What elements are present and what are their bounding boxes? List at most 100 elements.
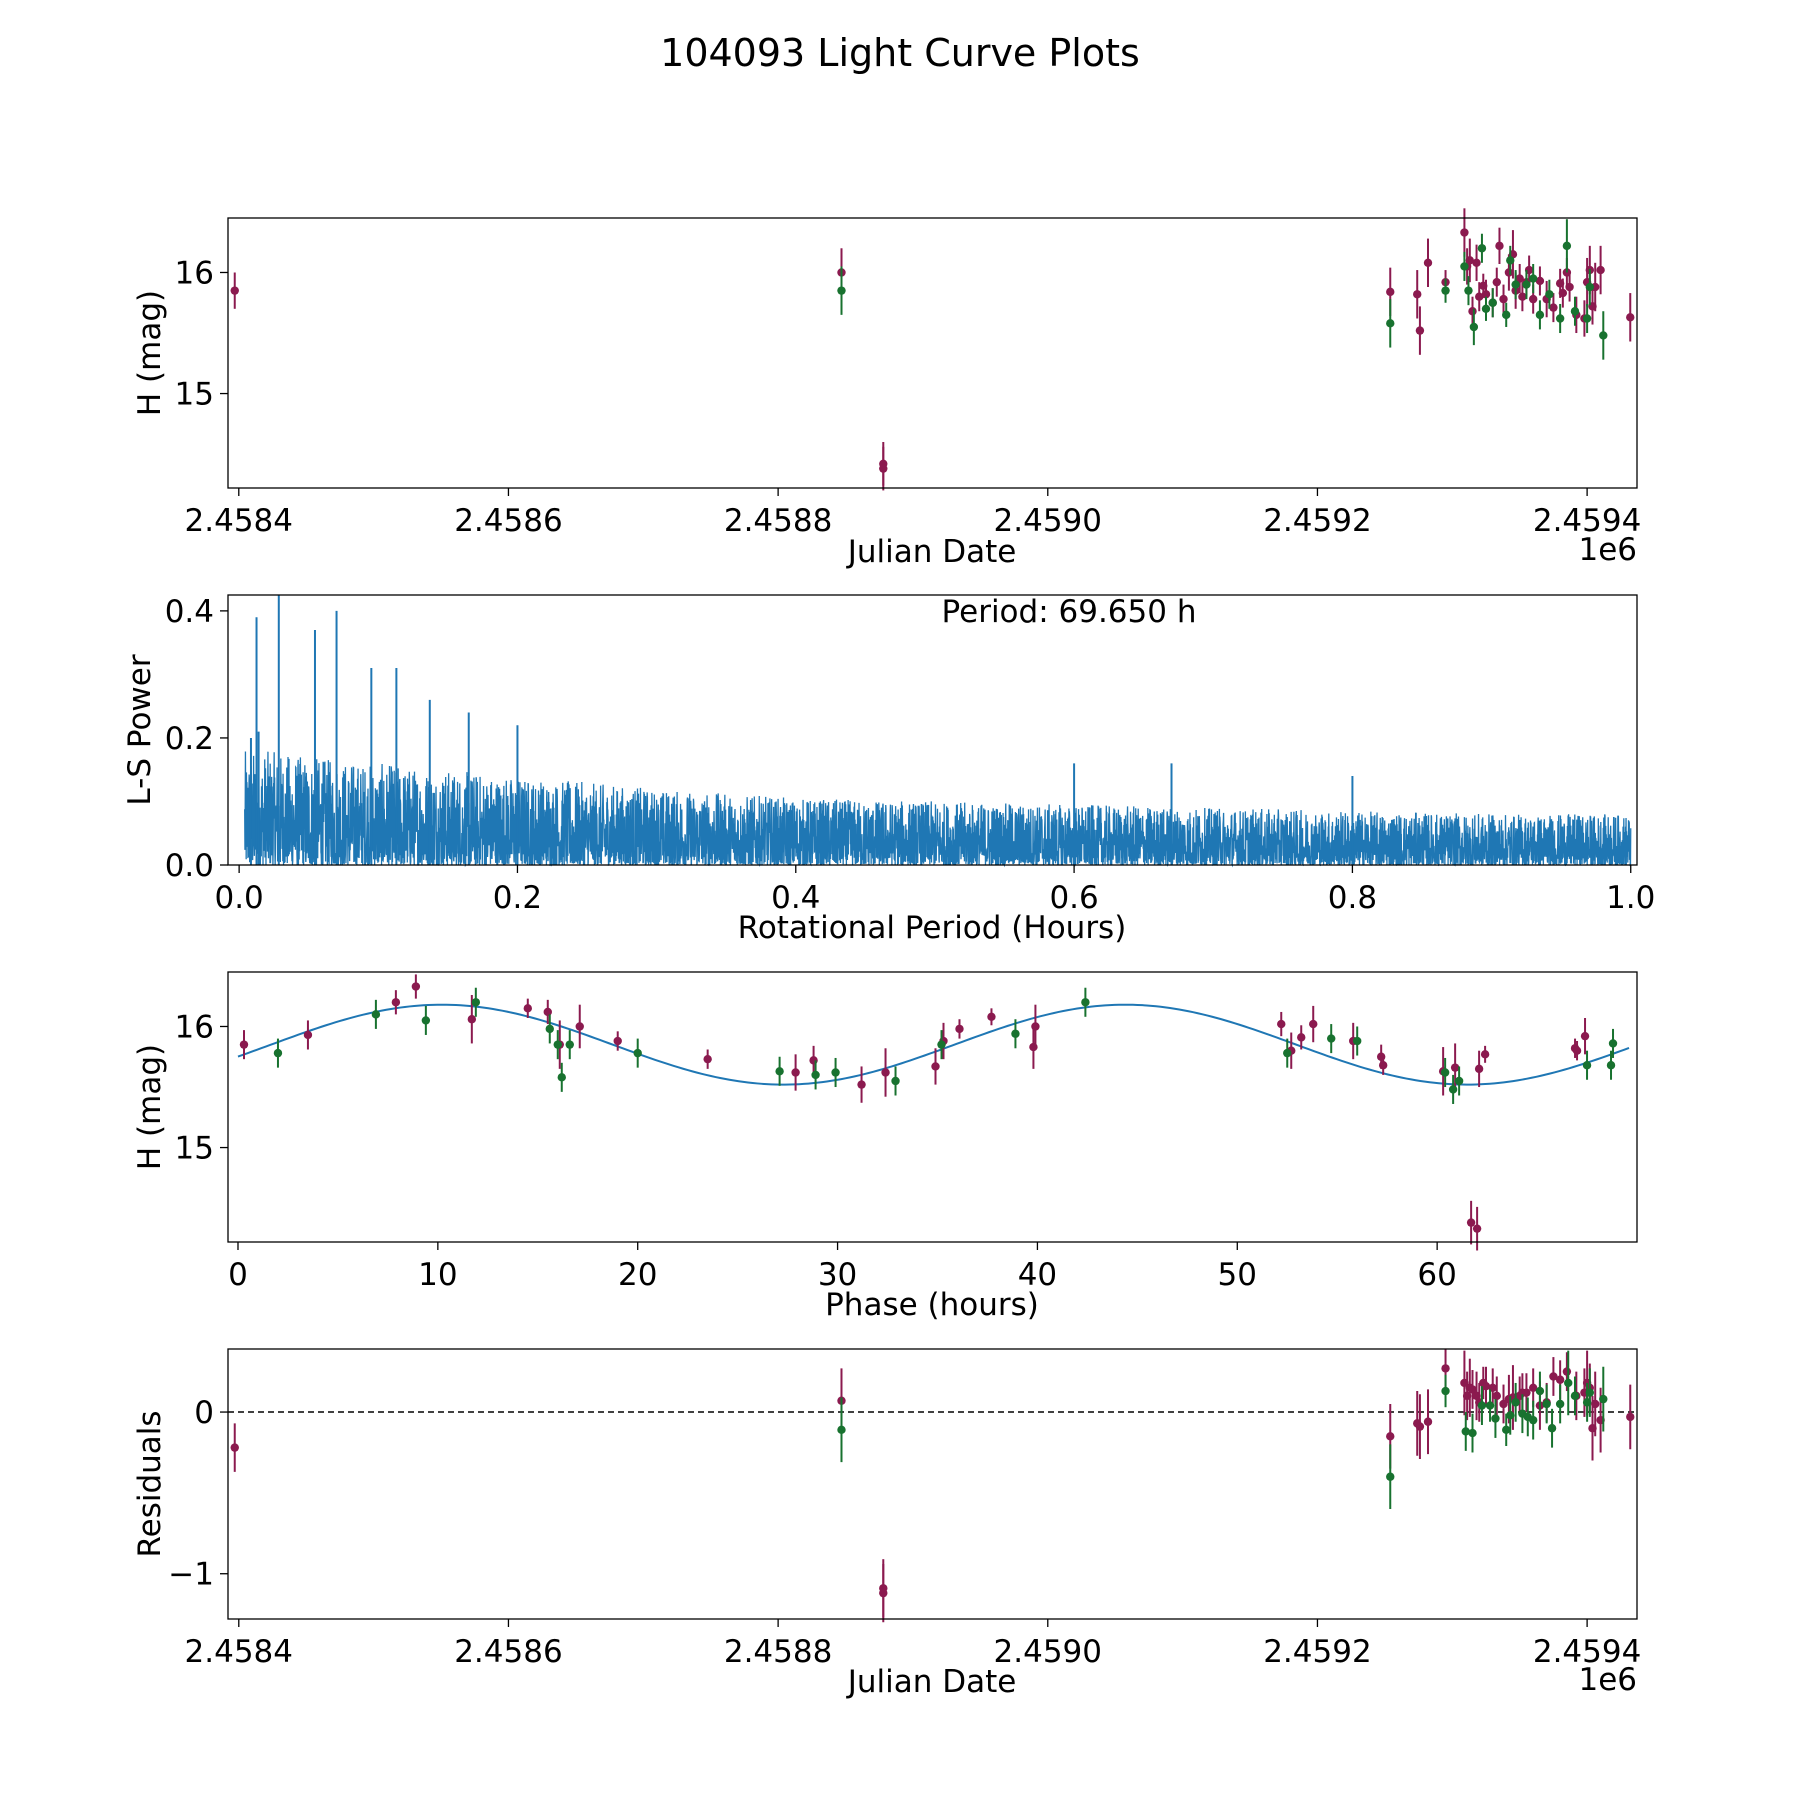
data-point [931,1062,940,1071]
residual-offset-label: 1e6 [1578,1662,1637,1698]
data-point [565,1040,574,1049]
data-point [891,1076,900,1086]
x-tick-label: 2.4594 [1533,1634,1641,1670]
data-point [1626,313,1635,322]
phase-ylabel: H (mag) [132,1044,168,1170]
x-tick-label: 0 [228,1257,248,1293]
phase-xticks: 0 10 20 30 40 50 60 [228,1242,1457,1293]
data-point [1528,294,1538,304]
data-point [303,1030,313,1040]
data-point [1485,1401,1495,1410]
data-point [1565,282,1574,292]
periodogram-yticks: 0.0 0.2 0.4 [165,594,228,884]
data-point [879,1588,888,1598]
y-tick-label: 0.0 [165,848,214,884]
x-tick-label: 60 [1417,1257,1456,1293]
x-tick-label: 2.4586 [454,1634,562,1670]
x-tick-label: 50 [1218,1257,1257,1293]
data-point [775,1067,784,1076]
y-tick-label: 0.4 [165,594,214,630]
x-tick-label: 10 [418,1257,457,1293]
data-point [230,286,239,295]
series-green [273,987,1618,1104]
data-point [1468,1428,1477,1438]
data-point [1283,1048,1292,1058]
data-point [937,1040,946,1049]
x-tick-label: 0.2 [493,880,542,916]
data-point [1465,256,1475,265]
data-point [1466,1218,1476,1227]
data-point [1515,274,1524,283]
residual-ylabel: Residuals [132,1410,168,1557]
data-point [1488,298,1497,307]
data-point [1481,304,1491,314]
data-point [1518,292,1527,301]
data-point [1562,241,1572,251]
data-point [1468,307,1477,316]
data-point [1413,290,1422,299]
x-tick-label: 20 [618,1257,657,1293]
data-point [575,1022,584,1031]
data-point [1475,292,1484,301]
period-annotation: Period: 69.650 h [942,594,1197,630]
data-point [1472,258,1481,267]
data-point [1528,274,1538,283]
data-point [837,286,846,295]
data-point [1572,1046,1582,1055]
data-point [1555,1375,1565,1384]
data-point [1461,1427,1470,1436]
data-point [1492,277,1501,287]
panel-periodogram: 0.0 0.2 0.4 0.6 0.8 1.0 0.0 0.2 0.4 Period: 69.… [122,594,1655,946]
data-point [1454,1076,1464,1086]
data-point [1481,1381,1491,1391]
data-point [1506,256,1515,265]
panel-residuals: 2.4584 2.4586 2.4588 2.4590 2.4592 2.4594 −1 0… [132,1348,1641,1700]
data-point [1591,1399,1600,1409]
data-point [1580,1031,1590,1041]
data-point [1599,1394,1608,1404]
data-point [1386,287,1395,297]
data-point [1031,1022,1040,1031]
x-tick-label: 2.4590 [994,1634,1102,1670]
x-tick-label: 0.6 [1049,880,1098,916]
x-tick-label: 2.4584 [185,1634,293,1670]
data-point [1570,1391,1580,1401]
data-point [1481,290,1491,299]
residual-marks [228,1349,1637,1623]
data-point [1585,282,1595,292]
y-tick-label: 0.2 [165,721,214,757]
data-point [1297,1033,1306,1042]
data-point [391,998,401,1007]
series-maroon [230,1349,1635,1623]
data-point [633,1048,642,1058]
data-point [1474,1064,1484,1074]
data-point [811,1070,820,1080]
data-point [1502,310,1511,320]
residual-xlabel: Julian Date [846,1664,1017,1700]
data-point [1441,286,1450,295]
x-tick-label: 30 [818,1257,857,1293]
data-point [1386,319,1395,328]
data-point [1441,1364,1450,1373]
fit-curve [237,1003,1630,1086]
y-tick-label: 15 [175,377,214,413]
data-point [703,1054,712,1064]
data-point [1555,1399,1565,1409]
x-tick-label: 2.4594 [1533,503,1641,539]
data-point [613,1036,622,1046]
data-point [831,1068,840,1077]
data-point [1472,1224,1482,1233]
lightcurve-offset-label: 1e6 [1578,532,1637,568]
x-tick-label: 2.4592 [1263,503,1371,539]
data-point [1528,1415,1538,1425]
figure-title: 104093 Light Curve Plots [660,31,1140,75]
data-point [791,1068,800,1077]
data-point [881,1068,890,1077]
y-tick-label: 16 [175,1009,214,1045]
x-tick-label: 0.0 [214,880,263,916]
data-point [1549,303,1558,312]
panel-lightcurve: 2.4584 2.4586 2.4588 2.4590 2.4592 2.4594 151… [132,208,1641,570]
data-point [1480,1050,1490,1059]
